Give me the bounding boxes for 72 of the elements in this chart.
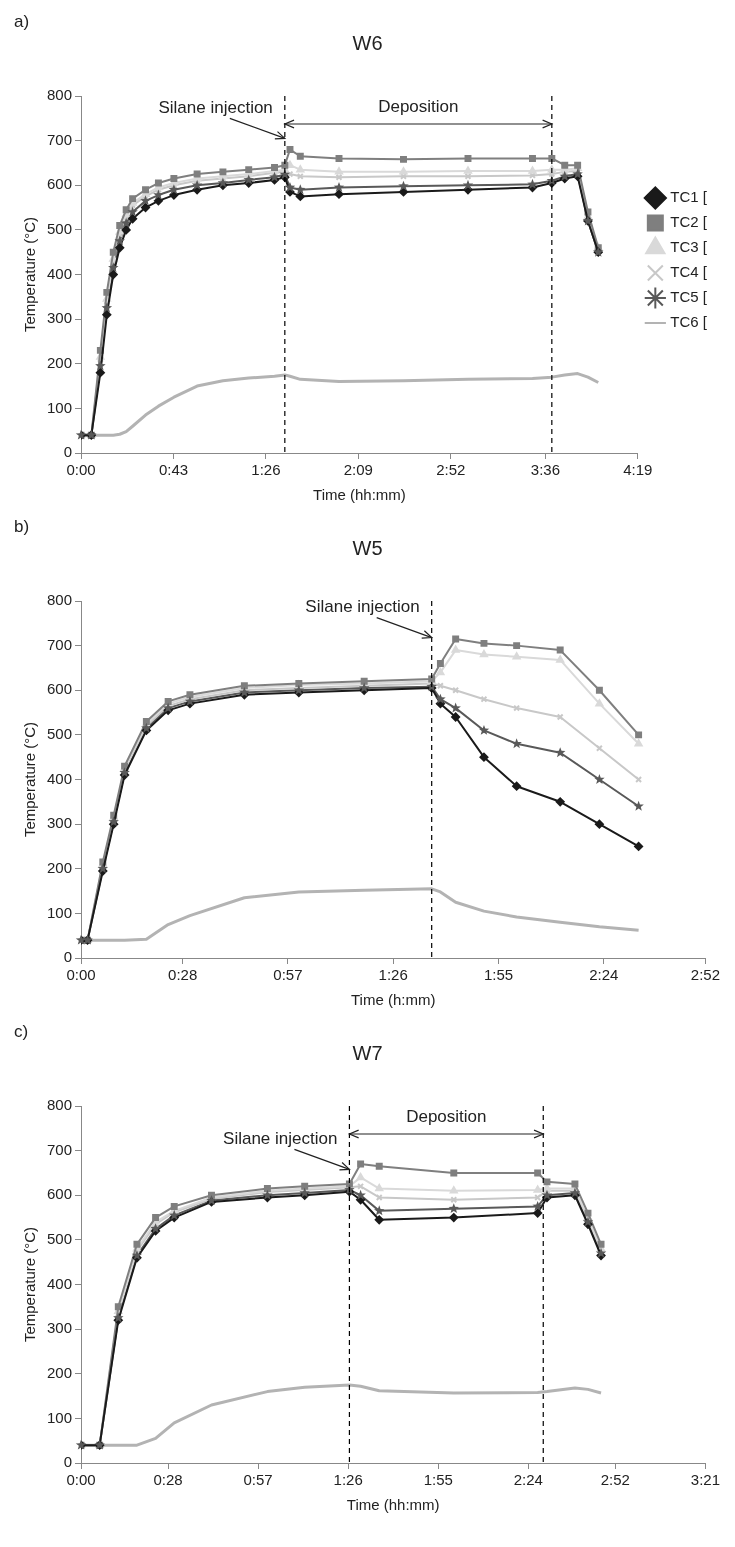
annotation: Deposition — [378, 97, 459, 117]
legend-label: TC6 [ — [670, 313, 708, 331]
x-tick-label: 3:21 — [690, 1471, 720, 1489]
y-tick-label: 400 — [47, 264, 73, 282]
x-tick-label: 4:19 — [623, 461, 653, 479]
x-tick-label: 1:26 — [378, 966, 408, 984]
x-axis-title: Time (hh:mm) — [346, 1496, 440, 1514]
x-tick-label: 1:55 — [423, 1471, 453, 1489]
annotation: Silane injection — [305, 596, 420, 616]
y-axis-title: Temperature (°C) — [21, 721, 39, 838]
text: b) — [14, 517, 30, 537]
text: c) — [14, 1022, 29, 1042]
y-tick-label: 500 — [47, 1230, 73, 1248]
legend-label: TC1 [ — [670, 188, 708, 206]
y-tick-label: 200 — [47, 1363, 73, 1381]
x-tick-label: 2:09 — [343, 461, 373, 479]
y-tick-label: 600 — [47, 680, 73, 698]
annotation: Deposition — [406, 1107, 487, 1127]
chart-title: W6 — [352, 31, 383, 54]
y-tick-label: 800 — [47, 86, 73, 104]
x-tick-label: 2:24 — [513, 1471, 543, 1489]
x-tick-label: 0:28 — [153, 1471, 183, 1489]
x-tick-label: 2:52 — [690, 966, 720, 984]
y-tick-label: 0 — [63, 443, 73, 461]
y-tick-label: 100 — [47, 903, 73, 921]
x-tick-label: 0:00 — [66, 1471, 96, 1489]
chart-title: W7 — [352, 1041, 383, 1064]
chart-title: W5 — [352, 536, 383, 559]
y-tick-label: 600 — [47, 175, 73, 193]
x-tick-label: 0:00 — [66, 461, 96, 479]
y-tick-label: 300 — [47, 1319, 73, 1337]
y-tick-label: 200 — [47, 858, 73, 876]
x-tick-label: 1:55 — [483, 966, 514, 984]
y-tick-label: 400 — [47, 769, 73, 787]
y-axis-title: Temperature (°C) — [21, 216, 39, 333]
x-tick-label: 0:57 — [243, 1471, 273, 1489]
x-axis-title: Time (hh:mm) — [313, 486, 406, 504]
x-tick-label: 0:43 — [158, 461, 189, 479]
x-tick-label: 0:00 — [66, 966, 96, 984]
y-tick-label: 100 — [47, 1408, 73, 1426]
y-tick-label: 0 — [63, 948, 73, 966]
y-tick-label: 700 — [47, 1140, 73, 1158]
y-tick-label: 200 — [47, 353, 73, 371]
legend-label: TC4 [ — [670, 263, 708, 281]
legend-label: TC3 [ — [670, 238, 708, 256]
x-tick-label: 0:57 — [273, 966, 303, 984]
x-tick-label: 2:52 — [600, 1471, 630, 1489]
y-tick-label: 500 — [47, 220, 73, 238]
y-tick-label: 500 — [47, 725, 73, 743]
x-tick-label: 0:28 — [168, 966, 198, 984]
annotation: Silane injection — [223, 1128, 338, 1148]
x-tick-label: 2:24 — [589, 966, 619, 984]
text: a) — [14, 12, 30, 32]
y-tick-label: 300 — [47, 309, 73, 327]
y-tick-label: 0 — [63, 1453, 73, 1471]
annotation: Silane injection — [158, 97, 273, 117]
y-tick-label: 800 — [47, 1096, 73, 1114]
y-tick-label: 700 — [47, 130, 73, 148]
x-tick-label: 3:36 — [530, 461, 560, 479]
y-tick-label: 100 — [47, 398, 73, 416]
x-tick-label: 2:52 — [436, 461, 466, 479]
y-tick-label: 700 — [47, 635, 73, 653]
x-tick-label: 1:26 — [333, 1471, 363, 1489]
y-tick-label: 800 — [47, 591, 73, 609]
y-tick-label: 300 — [47, 814, 73, 832]
legend-label: TC5 [ — [670, 288, 708, 306]
y-tick-label: 400 — [47, 1274, 73, 1292]
x-tick-label: 1:26 — [251, 461, 281, 479]
y-tick-label: 600 — [47, 1185, 73, 1203]
y-axis-title: Temperature (°C) — [21, 1226, 39, 1343]
legend-label: TC2 [ — [670, 213, 708, 231]
x-axis-title: Time (h:mm) — [351, 991, 436, 1009]
